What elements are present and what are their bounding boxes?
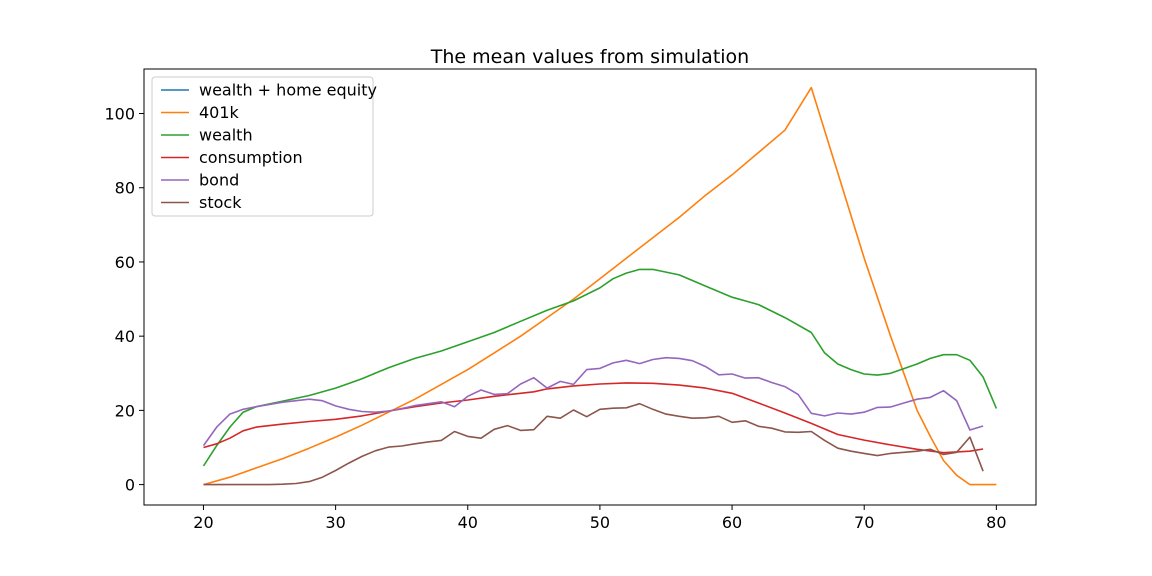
legend-label-401k: 401k [199, 103, 240, 122]
x-tick-label: 80 [986, 513, 1006, 532]
legend-label-consumption: consumption [199, 148, 303, 167]
legend: wealth + home equity 401k wealth consumptio… [151, 76, 377, 217]
x-tick-label: 50 [590, 513, 610, 532]
x-tick-label: 20 [193, 513, 213, 532]
plot-area [143, 68, 1037, 506]
x-tick-label: 30 [325, 513, 345, 532]
x-tick-label: 70 [854, 513, 874, 532]
legend-box [151, 76, 374, 217]
legend-label-bond: bond [199, 171, 239, 190]
series-line-stock [203, 402, 984, 486]
y-tick-label: 100 [104, 105, 135, 124]
y-tick-label: 20 [115, 401, 135, 420]
legend-label-wealth-home-equity: wealth + home equity [199, 81, 377, 100]
series-line-consumption [203, 382, 984, 454]
y-tick-label: 40 [115, 327, 135, 346]
x-tick-label: 60 [722, 513, 742, 532]
series-line-wealth [202, 268, 998, 467]
legend-label-wealth: wealth [199, 126, 253, 145]
series-line-bond [202, 356, 984, 447]
y-tick-label: 60 [115, 253, 135, 272]
series-line-401k [203, 86, 997, 486]
axis-ticks: 20 30 40 50 60 70 80 0 20 40 60 80 100 [104, 105, 1006, 532]
y-tick-label: 0 [125, 476, 135, 495]
x-tick-label: 40 [458, 513, 478, 532]
legend-label-stock: stock [199, 193, 242, 212]
chart-title: The mean values from simulation [430, 46, 749, 68]
y-tick-label: 80 [115, 179, 135, 198]
series-lines [202, 86, 998, 486]
